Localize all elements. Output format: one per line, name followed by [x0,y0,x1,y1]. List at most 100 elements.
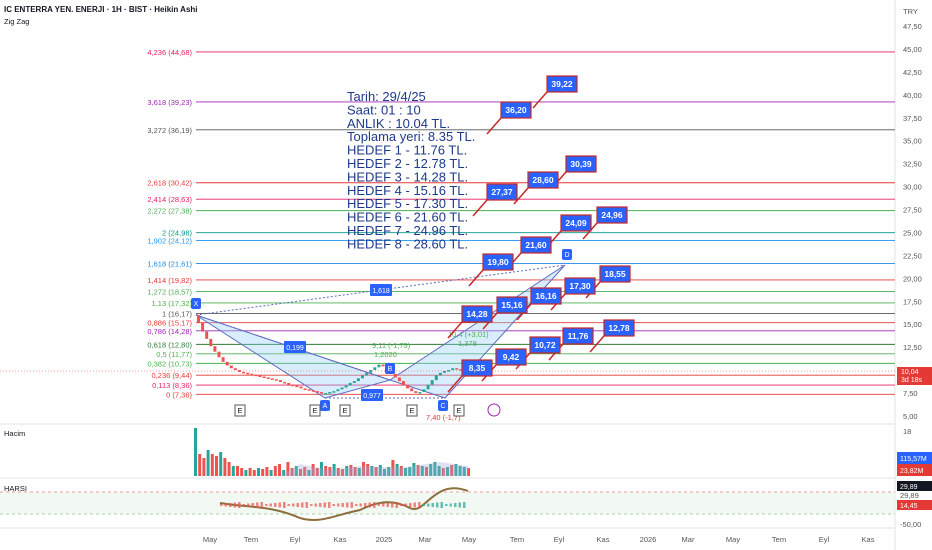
event-marker [234,404,246,417]
rsi-bar [251,503,254,507]
rsi-bar [242,504,245,506]
bull-candle [365,372,369,376]
volume-bar [202,458,206,476]
price-tick: 20,00 [903,274,922,283]
bear-candle [283,381,287,384]
rsi-value-1: 29,89 [900,484,918,491]
bull-candle [332,391,336,393]
event-label: E [237,406,242,415]
volume-bar [420,466,424,476]
note-line: HEDEF 3 - 14.28 TL. [347,169,468,184]
note-line: HEDEF 1 - 11.76 TL. [347,143,467,158]
volume-bar [294,466,298,476]
rsi-bar [319,503,322,507]
volume-bar [261,469,265,476]
fib-label: 1,13 (17,32) [152,299,193,308]
rsi-bar [422,504,425,506]
fib-label: 1,272 (18,57) [147,287,192,296]
volume-bar [252,470,256,476]
pattern-point-label: A [323,403,328,410]
target-box [461,305,493,323]
bull-candle [361,375,364,379]
bear-candle [274,379,278,381]
fib-label: 0,786 (14,28) [147,327,192,336]
rsi-bar [305,502,308,508]
rsi-bar [454,503,457,507]
bear-candle [320,392,323,394]
target-value: 15,16 [501,300,523,310]
bull-candle [324,393,328,395]
fib-label: 2,618 (30,42) [147,179,192,188]
target-box [565,155,597,173]
volume-bar [290,468,294,476]
pattern-point-label: X [194,301,199,308]
bear-candle [287,382,291,385]
target-box [500,101,532,119]
target-box [546,75,578,93]
time-tick: May [462,535,476,544]
volume-bar [433,462,437,476]
low-label: 7,40 (-1,7) [426,413,461,422]
target-value: 17,30 [569,281,591,291]
volume-ma-area [280,462,468,476]
time-axis[interactable]: May Tem Eyl Kas 2025 Mar May Tem Eyl Kas 2026 Mar Ma… [203,535,875,544]
bear-candle [197,315,200,323]
volume-bar [437,466,441,476]
fib-label: 2,414 (28,63) [147,195,192,204]
target-arrow [513,187,529,205]
target-box [495,348,527,366]
time-tick: Mar [419,535,432,544]
rsi-bar [341,503,344,507]
target-box [599,265,631,283]
candles [197,315,463,395]
bull-candle [356,378,360,382]
target-arrow [589,335,605,353]
rsi-bar [274,503,277,507]
rsi-bar [355,504,358,506]
note-line: Toplama yeri: 8.35 TL. [347,129,475,144]
note-line: HEDEF 8 - 28.60 TL. [347,236,468,251]
volume-bar [425,467,428,476]
time-tick: May [726,535,740,544]
bull-candle [344,385,348,388]
time-tick: 2026 [640,535,657,544]
rsi-bar [296,503,299,507]
rsi-bar [220,504,223,506]
fib-label: 1,618 (21,61) [147,260,192,269]
bear-candle [311,390,315,392]
target-box [527,171,559,189]
last-price-value: 10,04 [901,369,919,376]
volume-bar [383,469,386,476]
rsi-line [219,487,469,521]
rsi-bar [463,502,466,508]
rsi-bar [431,503,434,507]
bull-candle [426,384,430,390]
target-value: 19,80 [487,257,509,267]
price-tick: 27,50 [903,206,922,215]
volume-value: 115,57M [900,456,927,463]
rsi-bar [287,504,290,506]
rsi-bar [328,502,331,508]
bear-candle [225,361,229,366]
volume-bar [362,462,365,476]
rsi-axis-tick: -50,00 [900,520,921,529]
rsi-bar [449,503,452,507]
volume-avg: 23,82M [900,468,924,475]
event-label: E [409,406,414,415]
target-value: 10,72 [534,340,556,350]
note-line: HEDEF 4 - 15.16 TL. [347,183,468,198]
event-marker [406,404,418,417]
volume-bar [391,460,395,476]
bear-candle [397,377,401,382]
ratio-label: 1,378 [458,339,477,348]
ratio-box [361,389,383,401]
target-box [530,287,562,305]
pattern-point-label: D [564,252,569,259]
target-value: 12,78 [608,323,630,333]
price-tick: 22,50 [903,251,922,260]
target-box [560,214,592,232]
rsi-band [0,492,895,514]
pattern-ratios: 0,199 1,618 0,977 9,11 (-1,75)1,2020 10,4 (+… [284,284,489,422]
